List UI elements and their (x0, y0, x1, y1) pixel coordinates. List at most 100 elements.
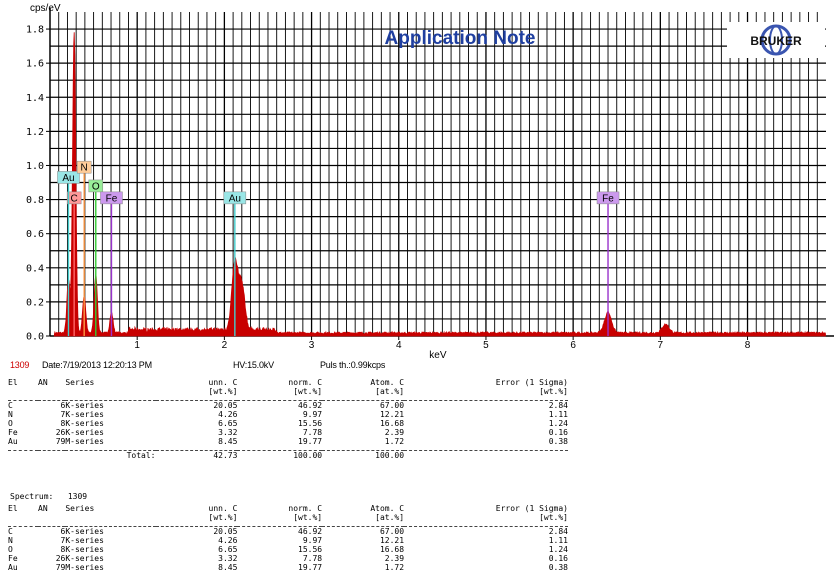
pulse-throughput: Puls th.:0.99kcps (320, 360, 386, 370)
table-cell: 46.92 (298, 527, 323, 536)
table-cell: C (8, 527, 13, 536)
column-header: [wt.%] (539, 513, 568, 522)
table-cell: K-series (65, 419, 104, 428)
table-cell: 12.21 (379, 536, 405, 545)
table-cell: K-series (65, 428, 104, 437)
table-separator (8, 396, 568, 401)
banner-title: Application Note (385, 28, 536, 49)
separator-cell (38, 396, 66, 401)
table-header: El AN Series unn. C norm. C Atom. C Error (1 S… (8, 504, 568, 522)
x-tick-label: 8 (745, 340, 751, 351)
column-header: norm. C (288, 378, 323, 387)
separator-cell (8, 522, 39, 527)
table-cell: 19.77 (298, 563, 323, 572)
table-cell: 8.45 (218, 563, 238, 572)
table-cell: 79 (55, 437, 66, 446)
element-marker-box (66, 191, 82, 205)
table-cell: 26 (55, 428, 66, 437)
separator-cell (155, 446, 238, 451)
acquisition-date: Date:7/19/2013 12:20:13 PM (42, 360, 152, 370)
x-tick-label: 5 (483, 340, 489, 351)
quantification-table-2: El AN Series unn. C norm. C Atom. C Error (1 S… (8, 504, 568, 572)
column-header: [at.%] (375, 387, 405, 396)
table-cell: 1.24 (548, 545, 568, 554)
table-cell: 3.32 (218, 554, 238, 563)
table-cell: N (8, 410, 13, 419)
table-cell: 6 (60, 527, 66, 536)
table-cell: M-series (65, 563, 104, 572)
table-cell: K-series (65, 401, 104, 410)
total-cell (8, 451, 38, 461)
table-cell: K-series (65, 410, 104, 419)
table-body: C 6 K-series 20.05 46.92 67.00 2.84 N 7 K-series 4… (8, 522, 568, 572)
table-cell: 7 (60, 536, 66, 545)
table-cell: Fe (8, 554, 18, 563)
table-cell: O (8, 545, 13, 554)
table-cell: 9.97 (302, 410, 323, 419)
table-cell: 15.56 (298, 419, 323, 428)
plot-area (50, 12, 826, 336)
y-tick-label: 1.2 (26, 127, 44, 138)
table-header-row: El AN Series unn. C norm. C Atom. C Error (1 S… (8, 504, 568, 513)
y-tick-label: 1.8 (26, 25, 44, 36)
separator-cell (237, 522, 323, 527)
table-cell: 7.78 (302, 554, 323, 563)
separator-cell (65, 522, 156, 527)
element-marker-box (76, 160, 92, 174)
table-row: Au 79 M-series 8.45 19.77 1.72 0.38 (8, 437, 568, 446)
column-header: [at.%] (375, 513, 405, 522)
table-cell: 0.16 (548, 554, 568, 563)
table-cell: 15.56 (298, 545, 323, 554)
column-header (8, 513, 38, 522)
separator-cell (8, 396, 39, 401)
table-cell: 7 (60, 410, 66, 419)
column-header: El (8, 378, 18, 387)
table-cell: 16.68 (379, 545, 405, 554)
column-header: Atom. C (370, 504, 405, 513)
element-marker-label: C (71, 193, 78, 204)
logo-background (727, 22, 825, 58)
table-cell: 3.32 (218, 428, 238, 437)
table-cell: 2.39 (384, 428, 405, 437)
x-tick-label: 4 (396, 340, 402, 351)
column-header: norm. C (288, 504, 323, 513)
table-cell: 8.45 (218, 437, 238, 446)
table-cell: 0.38 (548, 563, 568, 572)
column-header (65, 513, 155, 522)
y-tick-label: 0.4 (26, 263, 44, 274)
separator-cell (38, 522, 66, 527)
column-header (8, 387, 38, 396)
spectrum-heading-value: 1309 (67, 492, 88, 501)
total-cell (38, 451, 65, 461)
element-marker-box (223, 191, 247, 205)
table-cell: 67.00 (379, 527, 405, 536)
element-marker-box (57, 171, 80, 184)
element-marker-box (596, 191, 620, 205)
column-header: Series (65, 504, 95, 513)
column-header: AN (38, 378, 48, 387)
table-cell: M-series (65, 437, 104, 446)
table-header-row: El AN Series unn. C norm. C Atom. C Error (1 S… (8, 378, 568, 387)
table-cell: 0.38 (548, 437, 568, 446)
logo-ring-inner (769, 25, 783, 55)
separator-cell (322, 522, 405, 527)
x-axis-title: keV (429, 350, 447, 361)
spectrum-plot: 0.0 0.2 0.4 0.6 0.8 1.0 1.2 1.4 1.6 1.8 1 2 3 4 5 6 7 8 cp… (26, 3, 834, 361)
table-cell: K-series (65, 527, 104, 536)
element-marker-label: O (92, 181, 100, 192)
table-row: N 7 K-series 4.26 9.97 12.21 1.11 (8, 410, 568, 419)
total-cell: 100.00 (375, 451, 405, 460)
column-header: Series (65, 378, 95, 387)
bruker-logo: BRUKER (727, 22, 825, 58)
total-row: Total: 42.73 100.00 100.00 (8, 451, 568, 461)
spectrum-series (53, 32, 826, 337)
table-cell: 8 (60, 545, 66, 554)
table-cell: Au (8, 563, 18, 572)
table-cell: 2.84 (548, 401, 568, 410)
column-header: [wt.%] (539, 387, 568, 396)
element-marker-box (88, 179, 104, 193)
element-marker-label: Au (62, 173, 74, 184)
column-header: Error (1 Sigma) (495, 378, 568, 387)
column-header (65, 387, 155, 396)
column-header: AN (38, 504, 48, 513)
